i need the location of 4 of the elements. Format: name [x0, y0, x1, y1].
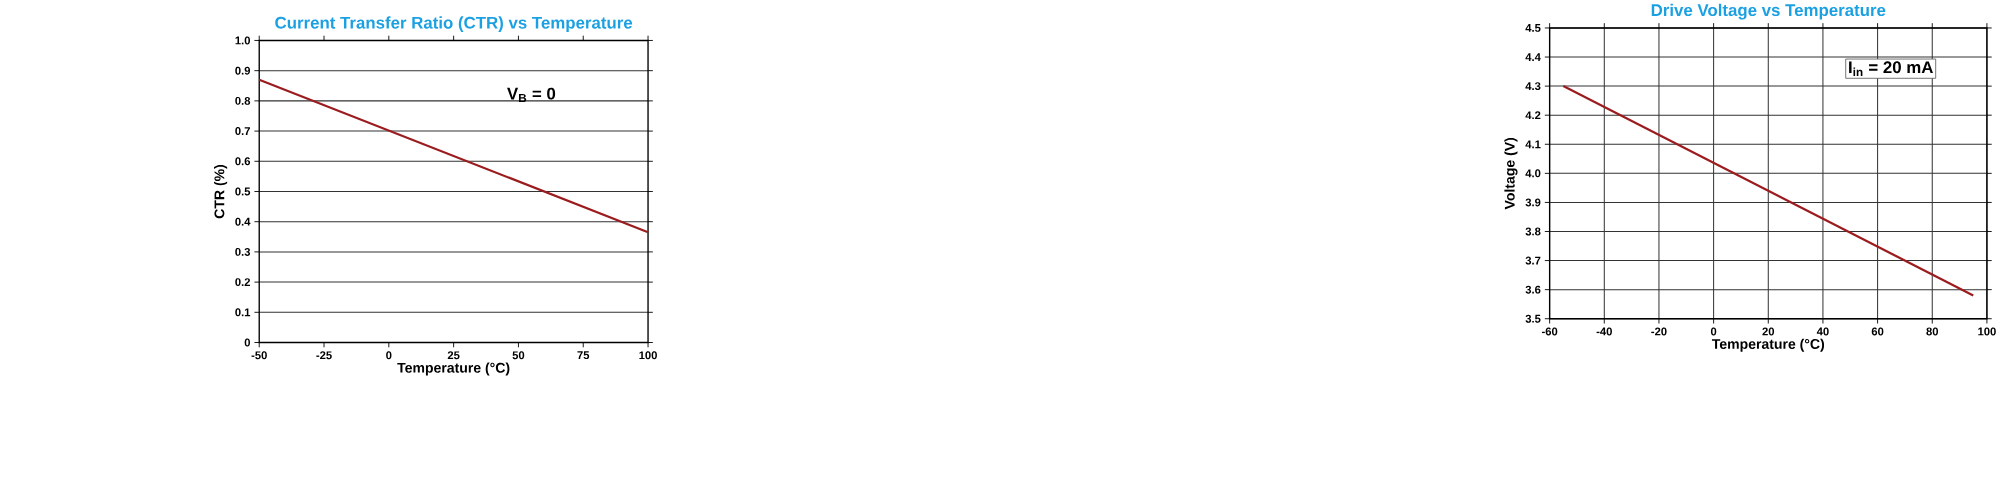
annotation: I$_{in}$ = 20 mA: [1849, 61, 1933, 76]
chart-title: Current Transfer Ratio (CTR) vs Temperature: [275, 16, 633, 32]
chart-title: Drive Voltage vs Temperature: [1651, 3, 1886, 20]
annotation: V$_{B}$ = 0: [507, 87, 556, 102]
